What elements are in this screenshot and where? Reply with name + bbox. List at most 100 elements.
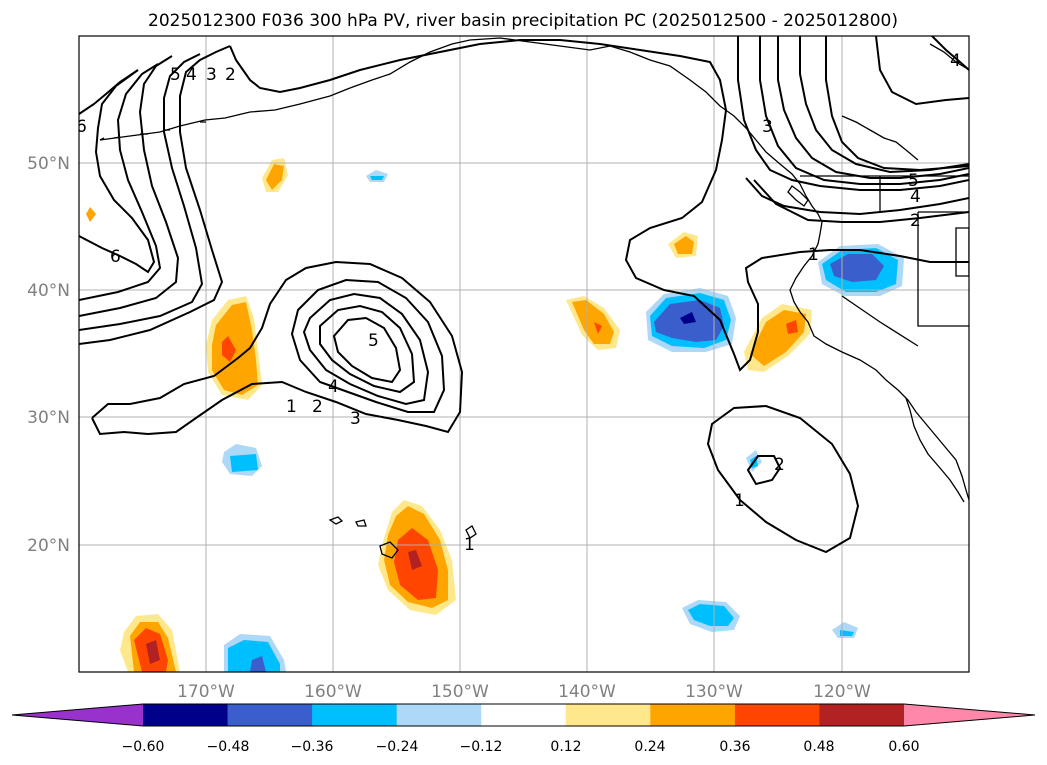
shade-positive [594, 322, 602, 334]
shade-negative [840, 630, 854, 636]
colorbar-segment [481, 704, 567, 726]
shade-positive [572, 300, 614, 344]
contour-label: 5 [368, 331, 379, 351]
shade-negative [250, 656, 266, 672]
contour-label: 1 [808, 245, 819, 265]
pv-contour [931, 36, 969, 71]
colorbar-tick-label: 0.48 [803, 739, 834, 755]
pv-contour [706, 404, 860, 554]
contour-labels: 5 4 3 2 6 6 1 2 3 4 5 3 5 4 2 1 1 2 1 4 [76, 51, 961, 555]
pv-contours [79, 36, 969, 554]
coastal-features [841, 115, 919, 161]
map-panel: 5 4 3 2 6 6 1 2 3 4 5 3 5 4 2 1 1 2 1 4 [76, 35, 970, 673]
colorbar-segment [312, 704, 398, 726]
pv-contour [825, 36, 969, 172]
colorbar-tick-label: 0.60 [888, 739, 919, 755]
colorbar-tick-label: −0.48 [207, 739, 250, 755]
shade-positive [786, 320, 798, 334]
shade-positive [146, 640, 160, 664]
contour-label: 2 [774, 455, 785, 475]
lon-label: 140°W [558, 682, 616, 702]
lon-label: 130°W [685, 682, 743, 702]
pv-contour [753, 179, 969, 223]
pv-contour [746, 455, 782, 486]
pv-contour [737, 36, 969, 191]
pv-contour [79, 55, 180, 317]
colorbar-segment [396, 704, 482, 726]
shade-positive [266, 164, 284, 190]
pv-contour [777, 36, 969, 179]
small-island [465, 525, 477, 539]
contour-label: 2 [312, 397, 323, 417]
colorbar-segment [734, 704, 820, 726]
lat-label: 30°N [27, 408, 70, 428]
colorbar-tick-label: −0.36 [291, 739, 334, 755]
contour-label: 6 [110, 247, 121, 267]
pv-contour [290, 278, 446, 413]
hawaii-islands [328, 516, 399, 559]
colorbar-tick-label: −0.24 [376, 739, 419, 755]
contour-label: 6 [76, 117, 87, 137]
pv-contour [759, 36, 969, 185]
colorbar-segment [143, 704, 229, 726]
shade-negative [830, 254, 884, 282]
pv-contour [229, 39, 969, 372]
colorbar-tick-label: 0.12 [550, 739, 581, 755]
shade-negative [228, 640, 280, 672]
colorbar-segment [819, 704, 905, 726]
lon-axis: 170°W 160°W 150°W 140°W 130°W 120°W [177, 682, 871, 702]
shade-positive [408, 550, 422, 570]
precip-pc-shading [86, 158, 904, 672]
colorbar-extend-max [904, 704, 1035, 726]
pv-contour [302, 292, 430, 406]
state-border [841, 176, 969, 347]
contour-label: 4 [950, 51, 961, 71]
lat-label: 20°N [27, 536, 70, 556]
shade-positive [86, 207, 96, 222]
shade-negative [370, 176, 384, 180]
lon-label: 170°W [177, 682, 235, 702]
nw-island [929, 43, 967, 69]
contour-label: 4 [910, 187, 921, 207]
pv-contour [79, 69, 156, 274]
colorbar-tick-label: 0.36 [719, 739, 750, 755]
shade-positive [222, 336, 236, 362]
contour-label: 3 [206, 65, 217, 85]
shade-negative [688, 604, 734, 626]
map-frame [78, 35, 970, 673]
pv-contour [875, 36, 969, 106]
shade-negative [230, 454, 258, 472]
colorbar-outline [11, 703, 1036, 727]
contour-label: 4 [328, 377, 339, 397]
lon-label: 150°W [431, 682, 489, 702]
contour-label: 2 [910, 211, 921, 231]
contour-label: 1 [734, 491, 745, 511]
vancouver-island [787, 185, 809, 207]
colorbar-segment [227, 704, 313, 726]
pv-contour [319, 304, 416, 394]
baja-california [905, 397, 965, 503]
colorbar [11, 703, 1036, 727]
contour-label: 3 [762, 117, 773, 137]
pv-contour [79, 45, 231, 345]
pv-contour [79, 53, 204, 331]
pv-contour [79, 63, 162, 301]
aleutian-islands [99, 121, 206, 141]
colorbar-tick-label: −0.60 [122, 739, 165, 755]
contour-label: 3 [350, 409, 361, 429]
contour-label: 2 [225, 65, 236, 85]
map-title: 2025012300 F036 300 hPa PV, river basin … [148, 11, 898, 31]
colorbar-extend-min [12, 704, 143, 726]
lon-label: 120°W [813, 682, 871, 702]
contour-label: 5 [908, 171, 919, 191]
shade-negative [680, 312, 696, 324]
lat-label: 50°N [27, 154, 70, 174]
lat-label: 40°N [27, 281, 70, 301]
pv-contour [79, 69, 139, 115]
lon-label: 160°W [304, 682, 362, 702]
pv-contour [91, 260, 464, 436]
pv-contour [332, 316, 402, 384]
colorbar-tick-label: −0.12 [460, 739, 503, 755]
colorbar-tick-label: 0.24 [634, 739, 665, 755]
bc-coast [789, 195, 969, 501]
